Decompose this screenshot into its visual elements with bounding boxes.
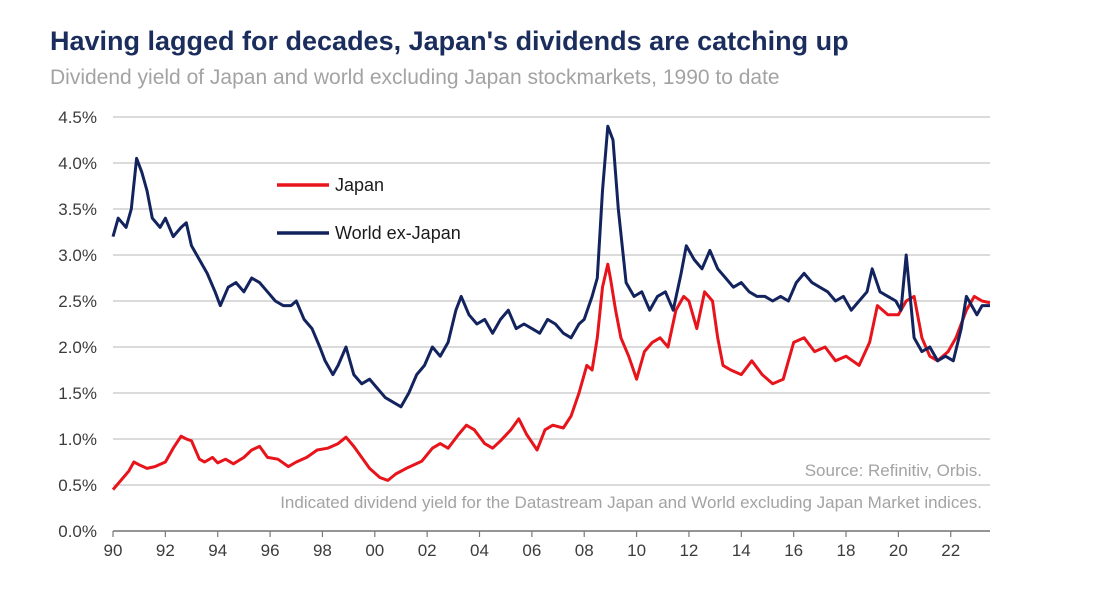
y-tick-label: 4.5%	[58, 108, 97, 127]
footnote: Indicated dividend yield for the Datastr…	[280, 493, 982, 512]
series-line-world-ex-japan	[111, 124, 990, 409]
x-tick-label: 98	[313, 541, 332, 560]
x-tick-label: 04	[470, 541, 489, 560]
x-tick-label: 02	[418, 541, 437, 560]
y-tick-label: 0.5%	[58, 476, 97, 495]
annotations: Source: Refinitiv, Orbis. Indicated divid…	[280, 461, 982, 512]
source-note: Source: Refinitiv, Orbis.	[805, 461, 982, 480]
legend-label: World ex-Japan	[335, 223, 461, 243]
x-tick-label: 00	[365, 541, 384, 560]
x-tick-label: 90	[104, 541, 123, 560]
y-tick-label: 1.5%	[58, 384, 97, 403]
y-tick-label: 1.0%	[58, 430, 97, 449]
x-tick-label: 96	[261, 541, 280, 560]
x-axis-ticks: 90 92 94 96 98 00 02 04 06 08 10 12 14 16 18 20 22	[104, 530, 990, 560]
y-tick-label: 4.0%	[58, 154, 97, 173]
x-tick-label: 92	[156, 541, 175, 560]
y-tick-label: 3.0%	[58, 246, 97, 265]
y-axis-ticks: 0.0% 0.5% 1.0% 1.5% 2.0% 2.5% 3.0% 3.5% 4.0% 4.5%	[58, 108, 97, 541]
x-tick-label: 18	[837, 541, 856, 560]
x-tick-label: 22	[941, 541, 960, 560]
x-tick-label: 06	[522, 541, 541, 560]
series-lines	[111, 124, 991, 491]
x-tick-label: 94	[208, 541, 227, 560]
y-tick-label: 0.0%	[58, 522, 97, 541]
legend: Japan World ex-Japan	[277, 175, 461, 243]
x-tick-label: 16	[784, 541, 803, 560]
x-tick-label: 14	[732, 541, 751, 560]
chart-subtitle: Dividend yield of Japan and world exclud…	[50, 66, 780, 89]
x-tick-label: 20	[889, 541, 908, 560]
legend-label: Japan	[335, 175, 384, 195]
x-tick-label: 10	[627, 541, 646, 560]
series-line-japan	[111, 262, 991, 491]
y-tick-label: 3.5%	[58, 200, 97, 219]
x-tick-label: 12	[679, 541, 698, 560]
y-tick-label: 2.5%	[58, 292, 97, 311]
chart-title: Having lagged for decades, Japan's divid…	[50, 26, 849, 56]
x-tick-label: 08	[575, 541, 594, 560]
y-tick-label: 2.0%	[58, 338, 97, 357]
